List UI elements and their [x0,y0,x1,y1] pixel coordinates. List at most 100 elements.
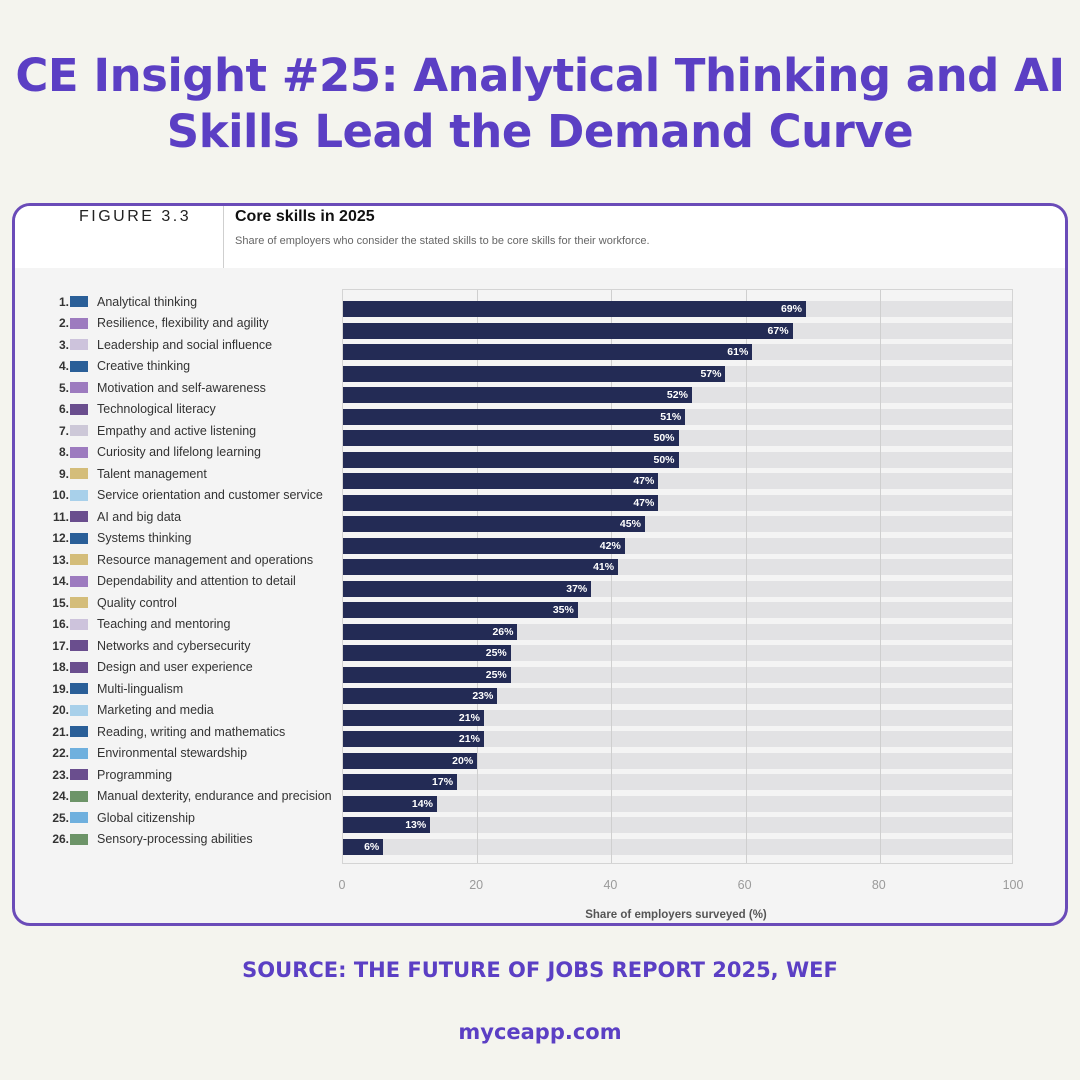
data-bar: 52% [343,387,692,403]
data-bar: 23% [343,688,498,704]
data-bar: 69% [343,301,806,317]
website-link[interactable]: myceapp.com [458,1020,622,1044]
headline: CE Insight #25: Analytical Thinking and … [0,48,1080,160]
skill-label: Design and user experience [97,660,253,675]
skill-label: Talent management [97,466,207,481]
category-swatch-icon [70,769,88,781]
skill-label: Creative thinking [97,359,191,374]
category-row: 1. Analytical thinking [15,291,345,313]
rank-number: 24. [52,789,69,804]
skill-label: Marketing and media [97,703,214,718]
category-swatch-icon [70,468,88,480]
category-row: 9. Talent management [15,463,345,485]
data-bar: 47% [343,494,659,511]
data-bar: 13% [343,817,431,833]
category-row: 26. Sensory-processing abilities [15,829,345,851]
plot-area: 69% 67% 61% 57% 52% 51% 50% 50% 47% 47% 45% 42% 41% 3… [342,289,1013,864]
rank-number: 8. [58,445,69,460]
data-bar: 50% [343,430,679,446]
skill-label: Teaching and mentoring [97,617,231,632]
rank-number: 26. [52,832,69,847]
gridline [477,290,479,863]
data-bar: 37% [343,580,592,597]
category-swatch-icon [70,489,88,501]
rank-number: 1. [58,294,69,309]
category-row: 25. Global citizenship [15,807,345,829]
rank-number: 10. [52,488,69,503]
figure-subtitle: Share of employers who consider the stat… [235,235,650,247]
x-tick-label: 40 [603,878,618,892]
rank-number: 12. [52,531,69,546]
data-bar: 45% [343,516,645,532]
headline-line-1: CE Insight #25: Analytical Thinking and … [15,49,1065,102]
x-axis-label: Share of employers surveyed (%) [585,909,767,921]
category-swatch-icon [70,360,88,372]
skill-label: Technological literacy [97,402,216,417]
rank-number: 7. [58,423,69,438]
bar-track [343,731,1012,747]
rank-number: 15. [52,595,69,610]
source-credit: SOURCE: THE FUTURE OF JOBS REPORT 2025, … [242,958,838,982]
data-bar: 21% [343,731,484,747]
figure-title: Core skills in 2025 [235,208,375,225]
data-bar: 20% [343,752,478,769]
bar-track [343,817,1012,833]
skill-label: Programming [97,767,173,782]
category-row: 4. Creative thinking [15,356,345,378]
x-tick-label: 80 [871,878,886,892]
category-row: 21. Reading, writing and mathematics [15,721,345,743]
data-bar: 6% [343,838,384,855]
category-swatch-icon [70,382,88,394]
skill-label: Empathy and active listening [97,423,257,438]
rank-number: 21. [52,724,69,739]
category-swatch-icon [70,704,88,716]
category-swatch-icon [70,425,88,437]
data-bar: 50% [343,451,679,468]
skill-label: Networks and cybersecurity [97,638,251,653]
category-row: 24. Manual dexterity, endurance and preci… [15,786,345,808]
skill-label: Dependability and attention to detail [97,574,296,589]
category-row: 23. Programming [15,764,345,786]
skill-label: AI and big data [97,509,182,524]
x-tick-label: 60 [737,878,752,892]
category-row: 5. Motivation and self-awareness [15,377,345,399]
rank-number: 23. [52,767,69,782]
category-swatch-icon [70,554,88,566]
category-swatch-icon [70,532,88,544]
data-bar: 21% [343,709,484,726]
rank-number: 16. [52,617,69,632]
category-swatch-icon [70,575,88,587]
category-swatch-icon [70,339,88,351]
category-row: 6. Technological literacy [15,399,345,421]
x-tick-label: 20 [469,878,484,892]
headline-line-2: Skills Lead the Demand Curve [166,105,914,158]
bar-track [343,752,1012,769]
skill-label: Manual dexterity, endurance and precisio… [97,789,332,804]
rank-number: 13. [52,552,69,567]
rank-number: 14. [52,574,69,589]
category-swatch-icon [70,618,88,630]
rank-number: 25. [52,810,69,825]
category-row: 2. Resilience, flexibility and agility [15,313,345,335]
skill-label: Sensory-processing abilities [97,832,253,847]
skill-label: Resilience, flexibility and agility [97,316,269,331]
category-row: 3. Leadership and social influence [15,334,345,356]
category-swatch-icon [70,790,88,802]
category-swatch-icon [70,683,88,695]
data-bar: 51% [343,408,686,425]
rank-number: 2. [58,316,69,331]
category-swatch-icon [70,597,88,609]
category-row: 14. Dependability and attention to detail [15,571,345,593]
category-swatch-icon [70,317,88,329]
rank-number: 17. [52,638,69,653]
category-row: 20. Marketing and media [15,700,345,722]
category-swatch-icon [70,833,88,845]
category-swatch-icon [70,661,88,673]
figure-label: FIGURE 3.3 [79,208,192,225]
bar-track [343,838,1012,855]
data-bar: 17% [343,774,458,790]
data-bar: 14% [343,795,437,812]
rank-number: 22. [52,746,69,761]
category-swatch-icon [70,296,88,308]
gridline [879,290,881,863]
